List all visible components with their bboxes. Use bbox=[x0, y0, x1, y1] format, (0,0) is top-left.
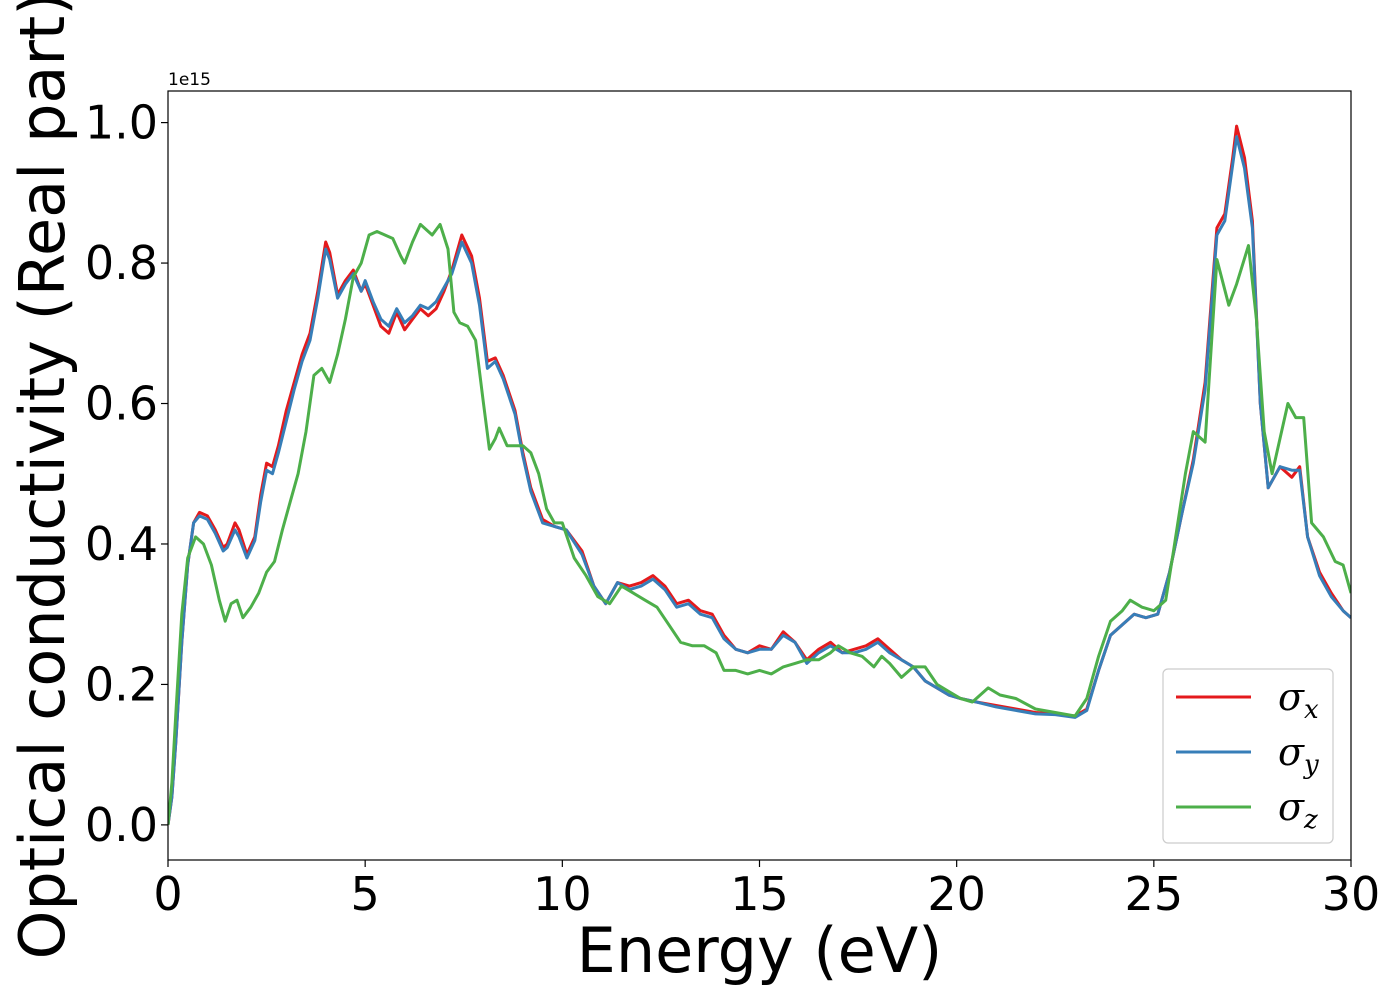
x-tick-label: 0 bbox=[153, 867, 182, 921]
x-axis-label: Energy (eV) bbox=[577, 914, 943, 987]
y-tick-label: 0.4 bbox=[85, 517, 158, 571]
x-tick-label: 20 bbox=[927, 867, 986, 921]
y-axis-offset-label: 1e15 bbox=[168, 70, 211, 90]
x-tick-label: 25 bbox=[1125, 867, 1184, 921]
ticks-layer: 0 5 10 15 20 25 30 0.0 0.2 0.4 0.6 0.8 1.0 bbox=[85, 96, 1380, 921]
y-tick-label: 0.0 bbox=[85, 798, 158, 852]
series-layer bbox=[168, 124, 1351, 826]
series-line-z bbox=[168, 222, 1351, 826]
legend-label-x: σx bbox=[1278, 675, 1319, 725]
x-tick-label: 30 bbox=[1322, 867, 1381, 921]
legend-label-z: σz bbox=[1278, 785, 1318, 835]
y-tick-label: 0.8 bbox=[85, 236, 158, 290]
x-tick-label: 15 bbox=[730, 867, 789, 921]
legend-label-y: σy bbox=[1278, 730, 1319, 780]
y-tick-label: 0.6 bbox=[85, 377, 158, 431]
y-tick-label: 1.0 bbox=[85, 96, 158, 150]
legend-frame bbox=[1162, 668, 1334, 844]
x-tick-label: 5 bbox=[351, 867, 380, 921]
y-axis-label: Optical conductivity (Real part) bbox=[6, 0, 79, 959]
y-tick-label: 0.2 bbox=[85, 657, 158, 711]
x-tick-label: 10 bbox=[533, 867, 592, 921]
